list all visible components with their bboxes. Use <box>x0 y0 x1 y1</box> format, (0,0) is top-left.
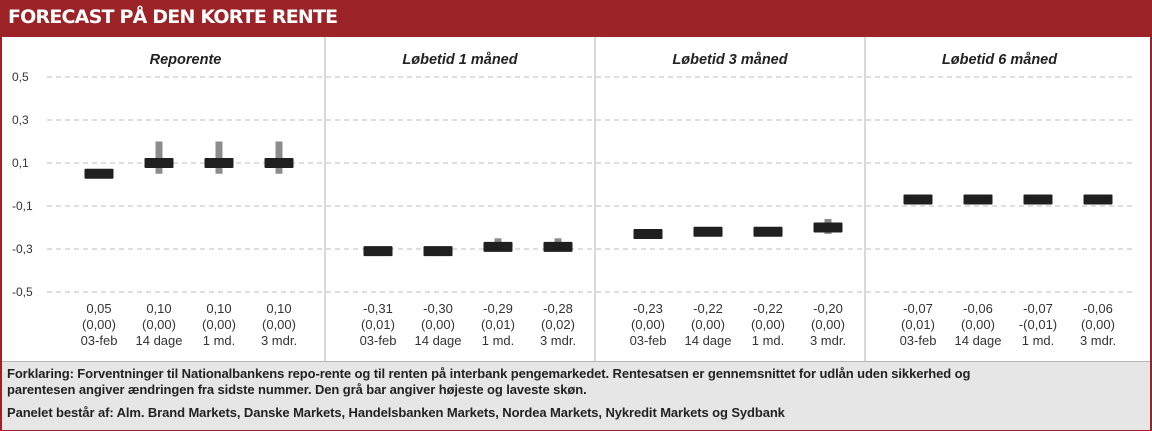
period-label: 1 md. <box>203 333 236 348</box>
forecast-marker <box>423 246 453 257</box>
forecast-marker <box>903 194 933 205</box>
forecast-marker <box>483 241 513 252</box>
change-label: (0,00) <box>142 317 176 332</box>
period-label: 14 dage <box>685 333 732 348</box>
change-label: (0,01) <box>481 317 515 332</box>
forecast-marker <box>543 241 573 252</box>
value-label: 0,10 <box>146 301 171 316</box>
panel-title: Løbetid 6 måned <box>942 52 1058 68</box>
period-label: 03-feb <box>900 333 937 348</box>
period-label: 1 md. <box>482 333 515 348</box>
value-label: -0,06 <box>963 301 993 316</box>
y-tick-label: -0,5 <box>12 285 33 299</box>
value-label: -0,07 <box>903 301 933 316</box>
period-label: 1 md. <box>1022 333 1055 348</box>
change-label: (0,00) <box>262 317 296 332</box>
panel-title: Løbetid 3 måned <box>672 52 788 68</box>
y-tick-label: 0,1 <box>12 156 29 170</box>
change-label: (0,00) <box>631 317 665 332</box>
period-label: 14 dage <box>136 333 183 348</box>
value-label: 0,10 <box>266 301 291 316</box>
period-label: 3 mdr. <box>540 333 576 348</box>
change-label: (0,00) <box>691 317 725 332</box>
change-label: (0,01) <box>901 317 935 332</box>
value-label: -0,06 <box>1083 301 1113 316</box>
value-label: -0,22 <box>753 301 783 316</box>
value-label: -0,23 <box>633 301 663 316</box>
change-label: (0,00) <box>811 317 845 332</box>
y-tick-label: -0,1 <box>12 199 33 213</box>
change-label: (0,00) <box>202 317 236 332</box>
panel-title: Løbetid 1 måned <box>402 52 518 68</box>
change-label: (0,00) <box>82 317 116 332</box>
period-label: 3 mdr. <box>261 333 297 348</box>
period-label: 3 mdr. <box>1080 333 1116 348</box>
period-label: 14 dage <box>955 333 1002 348</box>
period-label: 3 mdr. <box>810 333 846 348</box>
forecast-marker <box>1083 194 1113 205</box>
forecast-marker <box>84 168 114 179</box>
footer-line-2: parentesen angiver ændringen fra sidste … <box>7 382 587 397</box>
forecast-marker <box>633 228 663 239</box>
value-label: -0,20 <box>813 301 843 316</box>
forecast-marker <box>813 222 843 233</box>
value-label: -0,31 <box>363 301 393 316</box>
forecast-marker <box>363 246 393 257</box>
change-label: (0,00) <box>961 317 995 332</box>
change-label: (0,00) <box>1081 317 1115 332</box>
y-tick-label: -0,3 <box>12 242 33 256</box>
value-label: -0,28 <box>543 301 573 316</box>
forecast-marker <box>204 158 234 168</box>
value-label: -0,30 <box>423 301 453 316</box>
change-label: (0,00) <box>421 317 455 332</box>
panel-title: Reporente <box>150 52 222 68</box>
period-label: 03-feb <box>360 333 397 348</box>
value-label: 0,05 <box>86 301 111 316</box>
range-chart: 0,50,30,1-0,1-0,3-0,5Reporente0,05(0,00)… <box>12 37 1133 361</box>
period-label: 03-feb <box>630 333 667 348</box>
footer-note: Forklaring: Forventninger til Nationalba… <box>2 361 1150 430</box>
period-label: 14 dage <box>415 333 462 348</box>
range-bar <box>275 141 283 174</box>
y-tick-label: 0,5 <box>12 70 29 84</box>
range-bar <box>155 141 163 174</box>
forecast-marker <box>693 226 723 237</box>
change-label: (0,00) <box>751 317 785 332</box>
footer-line-1: Forklaring: Forventninger til Nationalba… <box>7 366 971 381</box>
change-label: (0,02) <box>541 317 575 332</box>
period-label: 03-feb <box>81 333 118 348</box>
value-label: 0,10 <box>206 301 231 316</box>
forecast-marker <box>264 158 294 168</box>
footer-panel-members: Panelet består af: Alm. Brand Markets, D… <box>7 405 785 420</box>
value-label: -0,29 <box>483 301 513 316</box>
forecast-marker <box>753 226 783 237</box>
y-tick-label: 0,3 <box>12 113 29 127</box>
value-label: -0,22 <box>693 301 723 316</box>
change-label: -(0,01) <box>1019 317 1057 332</box>
forecast-marker <box>144 158 174 168</box>
chart-title: FORECAST PÅ DEN KORTE RENTE <box>8 6 338 28</box>
title-bar: FORECAST PÅ DEN KORTE RENTE <box>0 0 1152 37</box>
range-bar <box>215 141 223 174</box>
change-label: (0,01) <box>361 317 395 332</box>
value-label: -0,07 <box>1023 301 1053 316</box>
forecast-marker <box>963 194 993 205</box>
forecast-marker <box>1023 194 1053 205</box>
period-label: 1 md. <box>752 333 785 348</box>
